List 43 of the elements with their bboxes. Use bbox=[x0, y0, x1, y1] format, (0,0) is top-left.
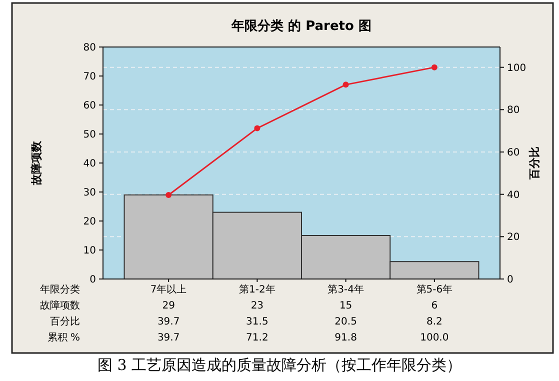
y-tick-label: 70 bbox=[83, 72, 96, 82]
data-label: 6 bbox=[431, 300, 438, 312]
y2-tick-label: 40 bbox=[507, 190, 520, 201]
y-tick-label: 50 bbox=[83, 130, 96, 140]
data-label: 23 bbox=[250, 300, 264, 312]
text: 累积 % bbox=[47, 332, 80, 344]
y2-tick-label: 80 bbox=[507, 105, 520, 116]
text: 故障项数 bbox=[40, 300, 80, 312]
x-tick-label: 7年以上 bbox=[150, 284, 187, 296]
y2-tick-label: 0 bbox=[507, 274, 514, 286]
x-tick-label: 第3-4年 bbox=[328, 284, 364, 296]
x-tick-label: 第5-6年 bbox=[416, 284, 453, 296]
y-tick-label: 60 bbox=[83, 100, 96, 112]
text: 39.7 bbox=[157, 316, 180, 328]
y2-tick-label: 20 bbox=[507, 232, 520, 244]
data-label: 39.7 bbox=[157, 332, 180, 344]
x-tick-label: 第1-2年 bbox=[239, 284, 276, 296]
y-tick-label: 20 bbox=[83, 216, 96, 228]
data-label: 15 bbox=[339, 300, 352, 312]
text: 31.5 bbox=[246, 316, 268, 328]
point bbox=[431, 64, 438, 70]
y-tick-label: 0 bbox=[90, 274, 96, 286]
text: 8.2 bbox=[426, 316, 442, 328]
y2-axis-title: 百分比 bbox=[528, 146, 541, 180]
point bbox=[254, 125, 260, 132]
text: 20.5 bbox=[334, 316, 357, 328]
y-tick-label: 10 bbox=[83, 246, 96, 256]
y-tick-label: 40 bbox=[83, 158, 96, 170]
data-label: 71.2 bbox=[246, 332, 268, 344]
data-label: 100.0 bbox=[420, 332, 449, 344]
y2-tick-label: 60 bbox=[507, 147, 520, 158]
y2-tick-label: 100 bbox=[507, 62, 526, 74]
chart-title: 年限分类 的 Pareto 图 bbox=[230, 19, 372, 34]
text: 百分比 bbox=[50, 316, 80, 328]
y-axis-title: 故障项数 bbox=[30, 140, 43, 186]
data-label: 91.8 bbox=[334, 332, 357, 344]
y-tick-label: 30 bbox=[83, 188, 96, 198]
caption: 图 3 工艺原因造成的质量故障分析（按工作年限分类） bbox=[97, 356, 462, 374]
point bbox=[166, 192, 172, 198]
data-label: 29 bbox=[162, 300, 175, 312]
point bbox=[342, 82, 349, 88]
y-tick-label: 80 bbox=[83, 42, 96, 54]
x-axis-title: 年限分类 bbox=[40, 284, 80, 296]
